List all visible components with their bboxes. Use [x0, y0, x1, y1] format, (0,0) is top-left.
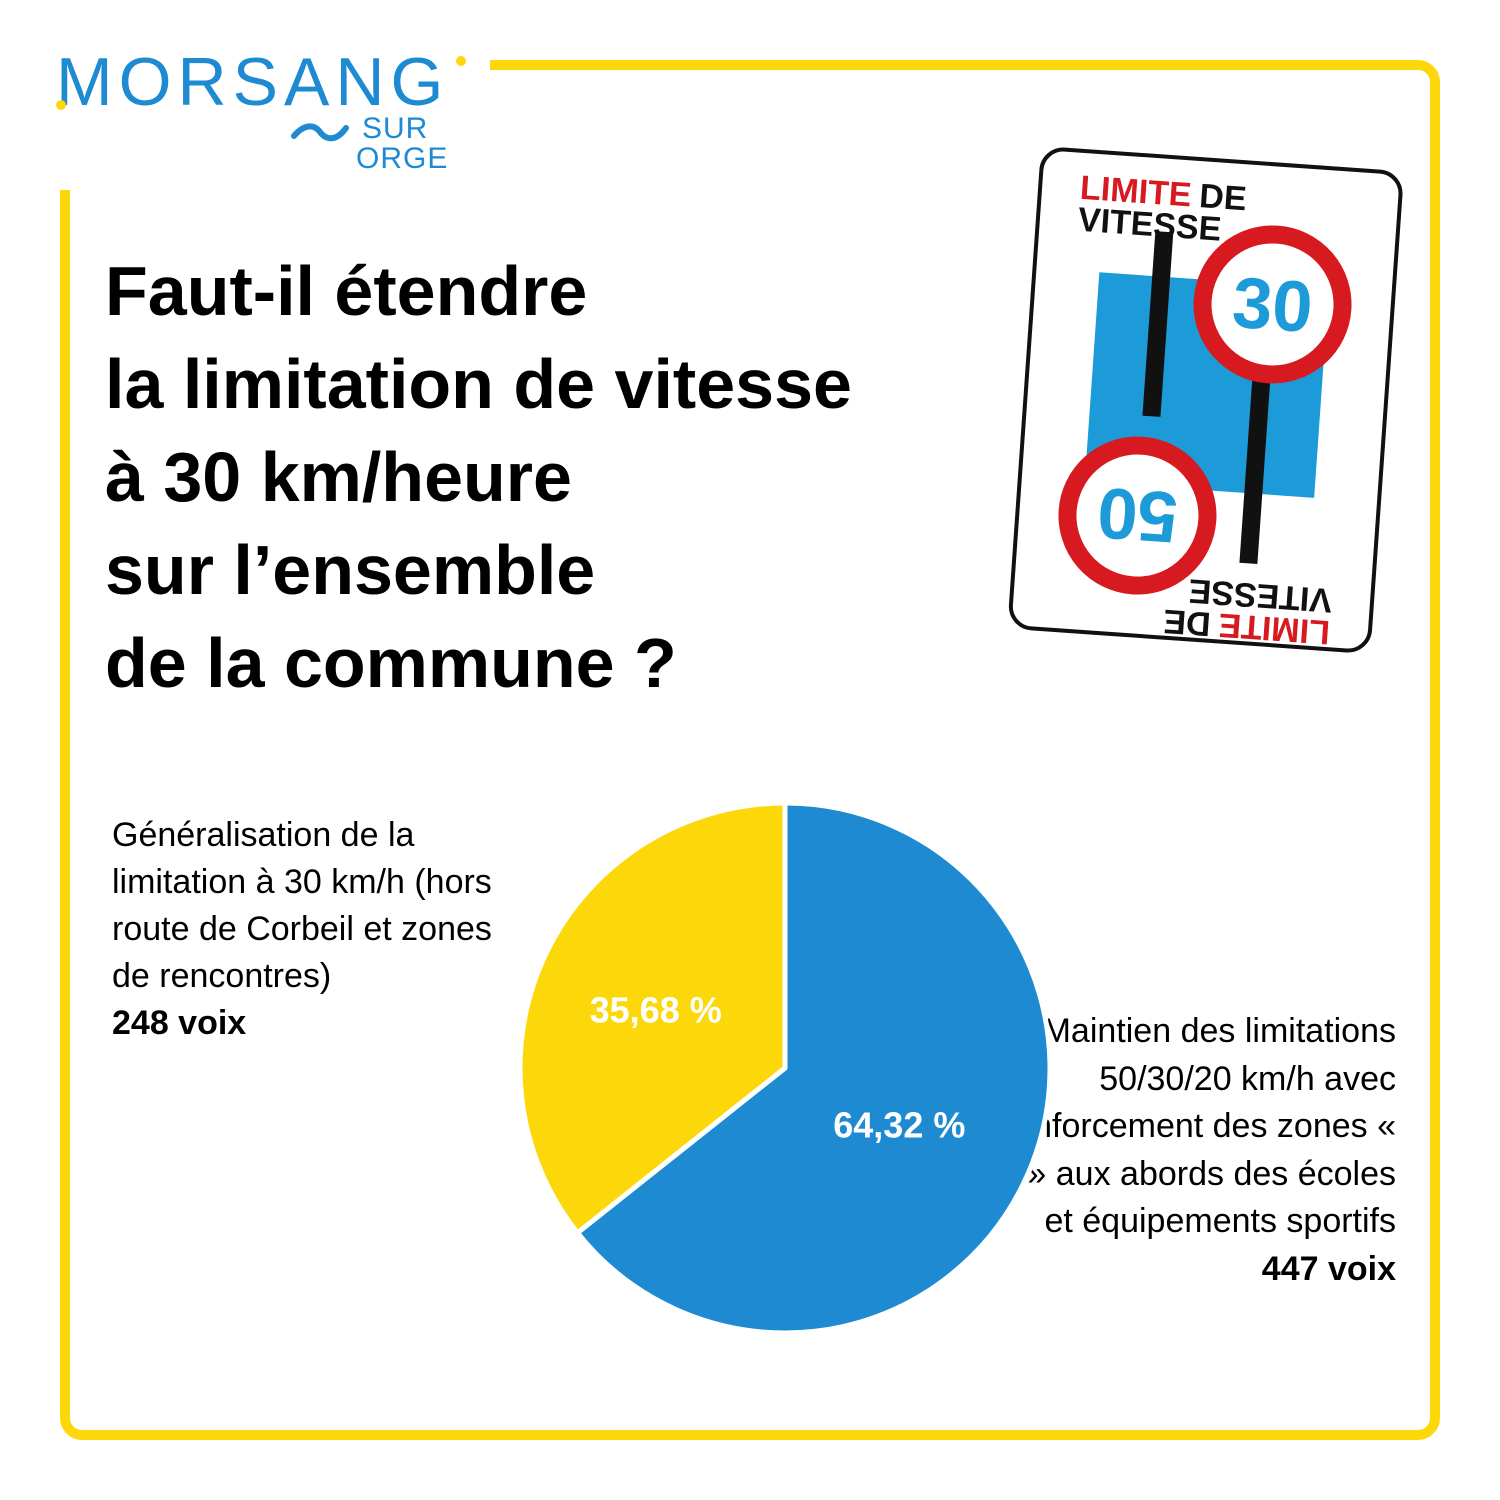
pie-slice: [574, 800, 1053, 1336]
legend-right: Maintien des limitations 50/30/20 km/h a…: [960, 1008, 1396, 1293]
pie-slice-label: 64,32 %: [833, 1105, 965, 1146]
question-line: la limitation de vitesse: [105, 345, 852, 423]
logo-background: [40, 40, 490, 190]
logo-subtitle: SUR ORGE: [356, 112, 448, 174]
pie-slice: [517, 800, 788, 1236]
sign-pole: [1142, 231, 1174, 417]
sign-top-text: LIMITE DE: [1079, 169, 1248, 219]
question-line: à 30 km/heure: [105, 438, 572, 516]
sign-top-red: LIMITE: [1079, 169, 1193, 215]
question-title: Faut-il étendre la limitation de vitesse…: [105, 245, 1005, 710]
legend-right-votes: 447 voix: [1261, 1249, 1396, 1288]
sign-top-black: DE: [1198, 177, 1248, 218]
speed-30-label: 30: [1230, 263, 1315, 348]
yellow-frame: [60, 60, 1440, 1440]
legend-left-text: Généralisation de la limitation à 30 km/…: [112, 816, 492, 995]
legend-left-votes: 248 voix: [112, 1004, 247, 1042]
sign-pole: [1239, 373, 1271, 565]
pie-slice-label: 35,68 %: [590, 989, 722, 1030]
pie-chart: 64,32 % 35,68 %: [517, 800, 1053, 1336]
speed-50-label: 50: [1095, 472, 1180, 557]
logo-dot-icon: [456, 56, 466, 66]
question-line: de la commune ?: [105, 624, 677, 702]
logo-sub-line1: SUR: [362, 112, 429, 145]
legend-left: Généralisation de la limitation à 30 km/…: [112, 812, 522, 1047]
logo-wordmark: MORSANG: [56, 44, 450, 120]
logo-sub-line2: ORGE: [356, 142, 449, 175]
sign-bottom-text: LIMITEDE: [1162, 602, 1331, 652]
speed-sign-50: [1058, 436, 1217, 595]
speed-limit-card-icon: 30 LIMITE DE VITESSE 50 LIMITEDE VITESSE: [1008, 147, 1403, 653]
question-line: sur l’ensemble: [105, 531, 596, 609]
sign-bottom-red: LIMITE: [1217, 606, 1331, 652]
sign-bottom-black: DE: [1162, 602, 1212, 643]
question-line: Faut-il étendre: [105, 252, 588, 330]
speed-sign-30: [1193, 225, 1352, 384]
logo-dot-icon: [56, 100, 66, 110]
wave-icon: [291, 123, 349, 142]
legend-right-text: Maintien des limitations 50/30/20 km/h a…: [980, 1012, 1396, 1240]
